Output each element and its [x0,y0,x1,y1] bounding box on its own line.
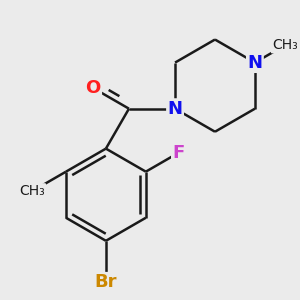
Text: O: O [85,79,100,97]
Text: F: F [172,144,185,162]
Text: N: N [168,100,183,118]
Text: CH₃: CH₃ [272,38,298,52]
Text: N: N [248,54,262,72]
Text: Br: Br [95,273,117,291]
Text: CH₃: CH₃ [19,184,45,198]
